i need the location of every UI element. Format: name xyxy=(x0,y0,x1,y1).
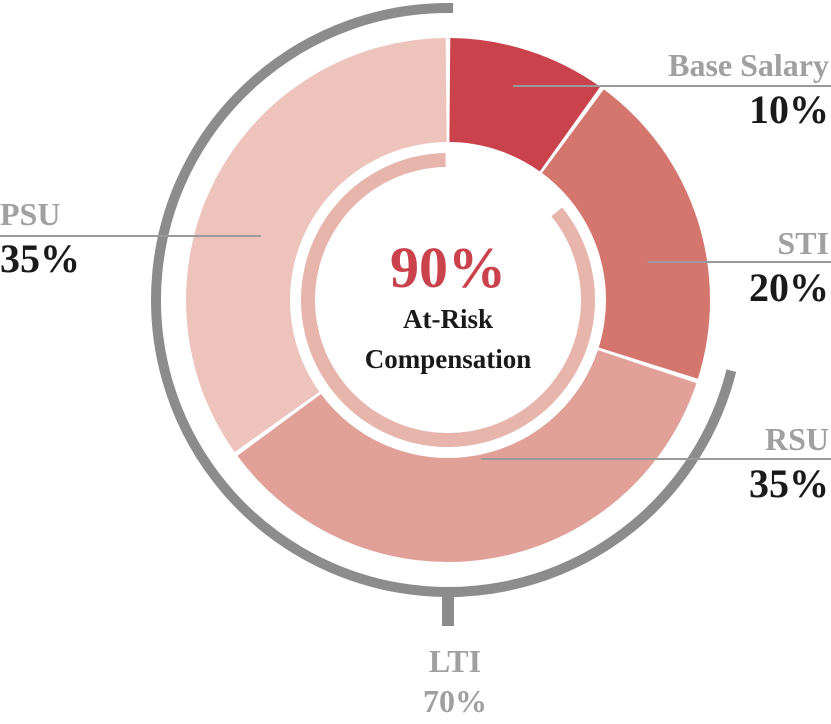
center-compensation-label: Compensation xyxy=(365,344,532,374)
label-rsu-value: 35% xyxy=(749,461,829,506)
slice-base-salary xyxy=(449,38,601,172)
lti-bracket-arc xyxy=(151,3,737,597)
label-rsu-name: RSU xyxy=(765,421,829,457)
lti-group-value: 70% xyxy=(423,683,487,719)
lti-group-name: LTI xyxy=(429,643,481,679)
at-risk-arc xyxy=(301,153,595,447)
label-base-salary-value: 10% xyxy=(749,87,829,132)
center-at-risk-label: At-Risk xyxy=(403,304,493,334)
slice-psu xyxy=(185,38,447,453)
leader-lines xyxy=(0,85,831,460)
label-base-salary-name: Base Salary xyxy=(668,47,829,83)
label-psu-value: 35% xyxy=(0,236,80,281)
at-risk-inner-ring xyxy=(301,153,595,447)
label-sti-value: 20% xyxy=(749,265,829,310)
slices-group xyxy=(185,38,711,563)
slice-sti xyxy=(541,89,711,379)
slice-rsu xyxy=(237,350,697,563)
center-at-risk-percent: 90% xyxy=(390,235,506,300)
label-sti-name: STI xyxy=(777,225,829,261)
label-psu-name: PSU xyxy=(0,196,60,232)
lti-bracket xyxy=(151,3,737,626)
